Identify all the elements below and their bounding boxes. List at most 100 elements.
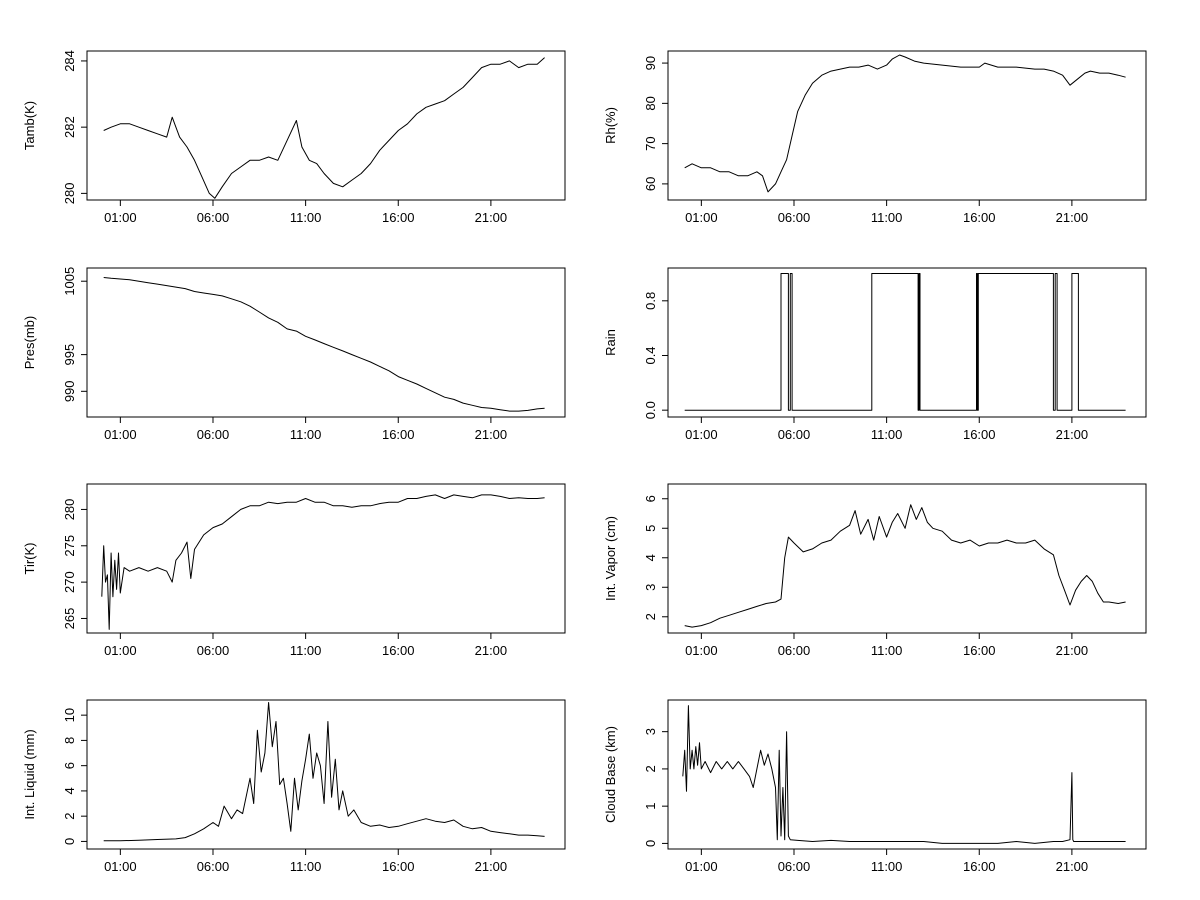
plot-frame xyxy=(667,699,1147,850)
x-tick-label: 11:00 xyxy=(290,427,322,442)
x-tick-label: 11:00 xyxy=(871,643,903,658)
plot-frame xyxy=(667,267,1147,418)
y-axis-label: Cloud Base (km) xyxy=(603,726,618,823)
x-tick-label: 06:00 xyxy=(778,210,811,225)
series-line xyxy=(103,57,545,199)
x-tick-label: 16:00 xyxy=(963,643,996,658)
y-axis-label: Int. Vapor (cm) xyxy=(603,516,618,601)
y-tick-label: 275 xyxy=(62,535,77,557)
x-tick-label: 11:00 xyxy=(871,859,903,874)
series-line xyxy=(101,494,545,630)
x-tick-label: 01:00 xyxy=(685,643,718,658)
x-tick-label: 21:00 xyxy=(475,643,508,658)
plot-frame xyxy=(86,699,566,850)
y-tick-label: 70 xyxy=(643,136,658,150)
series-line xyxy=(103,277,545,412)
x-tick-label: 21:00 xyxy=(1056,210,1089,225)
x-tick-label: 11:00 xyxy=(871,210,903,225)
series-line xyxy=(103,702,545,842)
y-tick-label: 8 xyxy=(62,737,77,744)
panel-1: 01:00 06:00 11:00 16:00 21:00 280 282 284 Tamb(K… xyxy=(22,50,566,225)
panel-4: 01:00 06:00 11:00 16:00 21:00 0.0 0.4 0.8 Rain xyxy=(603,267,1147,442)
y-tick-label: 0.4 xyxy=(643,346,658,364)
x-tick-label: 11:00 xyxy=(290,859,322,874)
y-tick-label: 0 xyxy=(643,840,658,847)
y-tick-label: 0.8 xyxy=(643,292,658,310)
panel-7: 01:00 06:00 11:00 16:00 21:00 0 2 4 6 8 10 Int. Liq… xyxy=(22,699,566,874)
y-tick-label: 1005 xyxy=(62,267,77,296)
y-tick-label: 2 xyxy=(643,613,658,620)
x-tick-label: 16:00 xyxy=(382,427,415,442)
x-tick-label: 11:00 xyxy=(871,427,903,442)
panel-3: 01:00 06:00 11:00 16:00 21:00 990 995 1005 Pres(… xyxy=(22,267,566,442)
y-tick-label: 10 xyxy=(62,708,77,722)
y-tick-label: 280 xyxy=(62,499,77,521)
y-tick-label: 0 xyxy=(62,838,77,845)
series-line xyxy=(684,504,1126,628)
x-tick-label: 16:00 xyxy=(963,210,996,225)
y-tick-label: 90 xyxy=(643,56,658,70)
x-tick-label: 16:00 xyxy=(382,643,415,658)
panel-8: 01:00 06:00 11:00 16:00 21:00 0 1 2 3 Cloud Base … xyxy=(603,699,1147,874)
x-tick-label: 06:00 xyxy=(197,643,230,658)
y-axis-label: Rain xyxy=(603,329,618,356)
x-tick-label: 01:00 xyxy=(104,210,137,225)
x-tick-label: 01:00 xyxy=(685,427,718,442)
x-tick-label: 21:00 xyxy=(475,210,508,225)
series-line xyxy=(684,273,1126,411)
y-tick-label: 282 xyxy=(62,116,77,138)
x-tick-label: 21:00 xyxy=(1056,643,1089,658)
y-tick-label: 0.0 xyxy=(643,401,658,419)
x-tick-label: 16:00 xyxy=(382,210,415,225)
y-tick-label: 2 xyxy=(62,813,77,820)
x-tick-label: 11:00 xyxy=(290,210,322,225)
y-axis-label: Tir(K) xyxy=(22,542,37,574)
y-tick-label: 2 xyxy=(643,765,658,772)
y-tick-label: 990 xyxy=(62,380,77,402)
x-tick-label: 06:00 xyxy=(778,859,811,874)
x-tick-label: 06:00 xyxy=(197,859,230,874)
plot-frame xyxy=(667,483,1147,634)
x-tick-label: 01:00 xyxy=(685,210,718,225)
y-tick-label: 60 xyxy=(643,177,658,191)
x-tick-label: 01:00 xyxy=(685,859,718,874)
panel-5: 01:00 06:00 11:00 16:00 21:00 265 270 275 280 Tir… xyxy=(22,483,566,658)
y-tick-label: 280 xyxy=(62,183,77,205)
y-tick-label: 4 xyxy=(62,787,77,794)
y-tick-label: 995 xyxy=(62,344,77,366)
y-tick-label: 80 xyxy=(643,96,658,110)
x-tick-label: 06:00 xyxy=(197,210,230,225)
x-tick-label: 16:00 xyxy=(963,859,996,874)
x-tick-label: 01:00 xyxy=(104,859,137,874)
plot-frame xyxy=(667,50,1147,201)
x-tick-label: 06:00 xyxy=(778,427,811,442)
plot-frame xyxy=(86,267,566,418)
y-axis-label: Rh(%) xyxy=(603,107,618,144)
panel-2: 01:00 06:00 11:00 16:00 21:00 60 70 80 90 Rh(%) xyxy=(603,50,1147,225)
y-tick-label: 270 xyxy=(62,571,77,593)
y-tick-label: 3 xyxy=(643,584,658,591)
series-line xyxy=(684,54,1126,193)
series-line xyxy=(682,705,1126,844)
x-tick-label: 21:00 xyxy=(475,427,508,442)
x-tick-label: 11:00 xyxy=(290,643,322,658)
y-tick-label: 1 xyxy=(643,803,658,810)
x-tick-label: 06:00 xyxy=(197,427,230,442)
x-tick-label: 01:00 xyxy=(104,643,137,658)
y-tick-label: 4 xyxy=(643,554,658,561)
x-tick-label: 21:00 xyxy=(1056,427,1089,442)
y-tick-label: 284 xyxy=(62,50,77,72)
y-tick-label: 6 xyxy=(62,762,77,769)
y-axis-label: Pres(mb) xyxy=(22,316,37,369)
x-tick-label: 16:00 xyxy=(963,427,996,442)
y-tick-label: 3 xyxy=(643,728,658,735)
plot-frame xyxy=(86,50,566,201)
y-tick-label: 265 xyxy=(62,608,77,630)
panel-6: 01:00 06:00 11:00 16:00 21:00 2 3 4 5 6 Int. Vapor… xyxy=(603,483,1147,658)
y-axis-label: Tamb(K) xyxy=(22,101,37,150)
y-tick-label: 6 xyxy=(643,495,658,502)
x-tick-label: 06:00 xyxy=(778,643,811,658)
x-tick-label: 01:00 xyxy=(104,427,137,442)
plot-frame xyxy=(86,483,566,634)
y-tick-label: 5 xyxy=(643,525,658,532)
